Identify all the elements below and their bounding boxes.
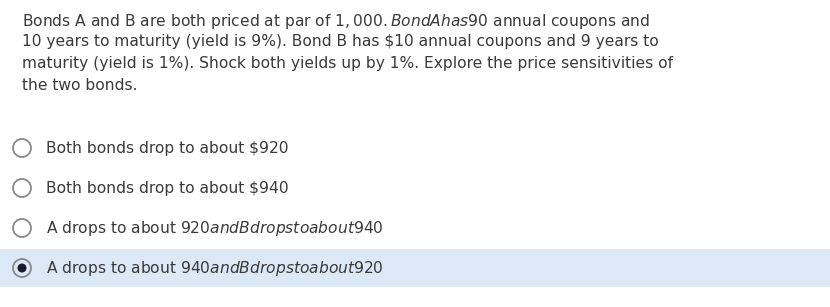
FancyBboxPatch shape [0, 249, 830, 287]
Text: Both bonds drop to about $920: Both bonds drop to about $920 [46, 141, 289, 156]
Ellipse shape [13, 259, 31, 277]
Text: the two bonds.: the two bonds. [22, 78, 138, 93]
Ellipse shape [17, 263, 27, 273]
Text: A drops to about $920 and B drops to about $940: A drops to about $920 and B drops to abo… [46, 219, 383, 238]
Text: Bonds A and B are both priced at par of $1,000. Bond A has $90 annual coupons an: Bonds A and B are both priced at par of … [22, 12, 650, 31]
Text: 10 years to maturity (yield is 9%). Bond B has $10 annual coupons and 9 years to: 10 years to maturity (yield is 9%). Bond… [22, 34, 659, 49]
Text: A drops to about $940 and B drops to about $920: A drops to about $940 and B drops to abo… [46, 258, 383, 278]
Ellipse shape [13, 219, 31, 237]
Ellipse shape [13, 139, 31, 157]
Ellipse shape [13, 179, 31, 197]
Text: maturity (yield is 1%). Shock both yields up by 1%. Explore the price sensitivit: maturity (yield is 1%). Shock both yield… [22, 56, 673, 71]
Text: Both bonds drop to about $940: Both bonds drop to about $940 [46, 181, 289, 196]
